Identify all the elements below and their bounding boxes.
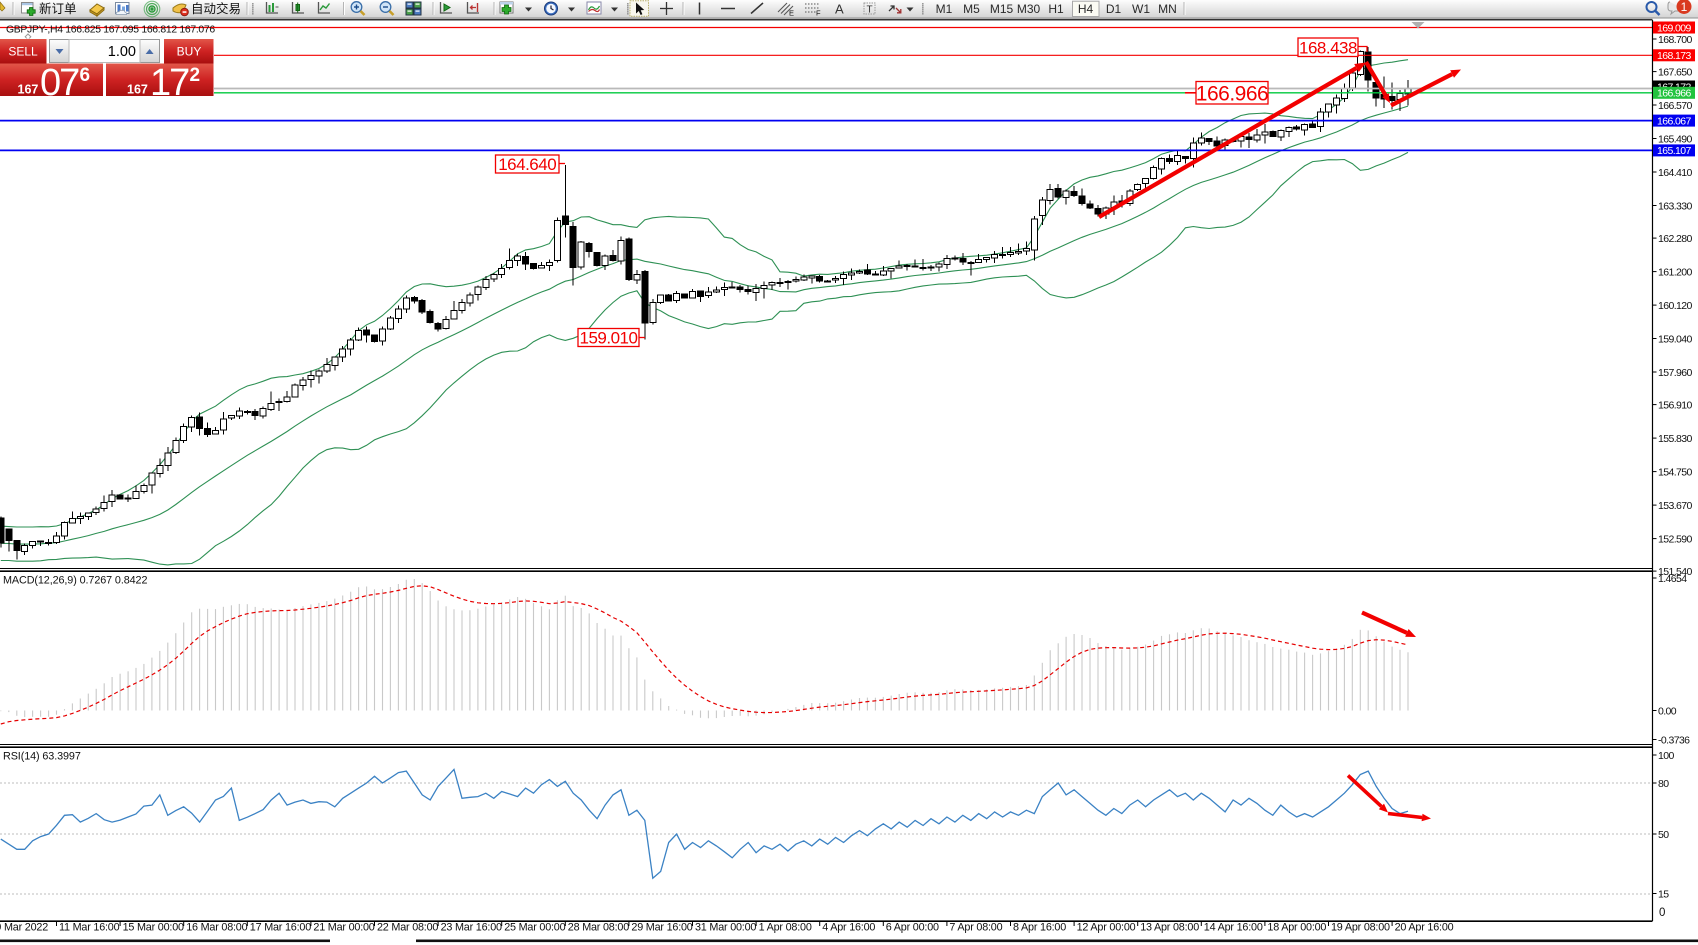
svg-text:80: 80: [1658, 778, 1669, 790]
svg-text:RSI(14) 63.3997: RSI(14) 63.3997: [3, 751, 81, 763]
svg-text:1.4654: 1.4654: [1658, 573, 1687, 585]
svg-text:166.570: 166.570: [1658, 100, 1693, 112]
svg-text:15: 15: [1658, 888, 1669, 900]
svg-text:15 Mar 00:00: 15 Mar 00:00: [123, 922, 184, 934]
svg-text:31 Mar 00:00: 31 Mar 00:00: [695, 922, 756, 934]
svg-text:7 Apr 08:00: 7 Apr 08:00: [949, 922, 1002, 934]
svg-text:50: 50: [1658, 829, 1669, 841]
svg-text:6: 6: [80, 65, 91, 86]
svg-text:-0.3736: -0.3736: [1658, 734, 1690, 746]
svg-text:SELL: SELL: [8, 45, 38, 59]
svg-text:M15: M15: [990, 2, 1014, 16]
svg-text:167: 167: [18, 83, 39, 97]
svg-text:14 Apr 16:00: 14 Apr 16:00: [1204, 922, 1263, 934]
svg-text:169.009: 169.009: [1657, 22, 1692, 34]
svg-text:11 Mar 16:00: 11 Mar 16:00: [59, 922, 120, 934]
svg-text:160.120: 160.120: [1658, 300, 1693, 312]
svg-text:168.173: 168.173: [1657, 50, 1692, 62]
svg-text:M30: M30: [1017, 2, 1041, 16]
svg-text:07: 07: [40, 62, 79, 104]
svg-text:168.700: 168.700: [1658, 34, 1693, 46]
svg-text:29 Mar 16:00: 29 Mar 16:00: [631, 922, 692, 934]
svg-text:164.410: 164.410: [1658, 167, 1693, 179]
svg-text:4 Apr 16:00: 4 Apr 16:00: [822, 922, 875, 934]
svg-text:M1: M1: [936, 2, 953, 16]
svg-text:164.640: 164.640: [498, 155, 556, 174]
svg-text:161.200: 161.200: [1658, 266, 1693, 278]
svg-text:166.067: 166.067: [1657, 115, 1692, 127]
svg-text:BUY: BUY: [177, 45, 202, 59]
svg-text:1.00: 1.00: [108, 44, 136, 60]
svg-text:25 Mar 00:00: 25 Mar 00:00: [504, 922, 565, 934]
svg-text:GBPJPY-,H4 166.825 167.095 16: GBPJPY-,H4 166.825 167.095 166.812 167.0…: [6, 25, 215, 36]
svg-text:H4: H4: [1078, 2, 1094, 16]
svg-text:E: E: [789, 9, 794, 18]
svg-text:0.00: 0.00: [1658, 705, 1677, 717]
svg-text:159.010: 159.010: [580, 329, 638, 348]
svg-text:12 Apr 00:00: 12 Apr 00:00: [1077, 922, 1136, 934]
svg-text:156.910: 156.910: [1658, 399, 1693, 411]
svg-text:157.960: 157.960: [1658, 367, 1693, 379]
svg-text:A: A: [835, 2, 844, 17]
svg-text:M5: M5: [963, 2, 980, 16]
svg-text:166.966: 166.966: [1196, 82, 1268, 105]
svg-text:19 Apr 08:00: 19 Apr 08:00: [1331, 922, 1390, 934]
svg-text:165.107: 165.107: [1657, 145, 1692, 157]
svg-text:155.830: 155.830: [1658, 433, 1693, 445]
svg-text:28 Mar 08:00: 28 Mar 08:00: [568, 922, 629, 934]
svg-text:100: 100: [1658, 750, 1674, 762]
svg-text:17: 17: [150, 62, 189, 104]
svg-text:167.650: 167.650: [1658, 66, 1693, 78]
svg-text:21 Mar 00:00: 21 Mar 00:00: [313, 922, 374, 934]
svg-text:152.590: 152.590: [1658, 533, 1693, 545]
svg-text:D1: D1: [1106, 2, 1122, 16]
svg-text:9 Mar 2022: 9 Mar 2022: [0, 922, 48, 934]
svg-text:1: 1: [1681, 0, 1688, 14]
svg-text:166.966: 166.966: [1657, 88, 1692, 100]
svg-text:153.670: 153.670: [1658, 500, 1693, 512]
svg-text:18 Apr 00:00: 18 Apr 00:00: [1267, 922, 1326, 934]
svg-text:17 Mar 16:00: 17 Mar 16:00: [250, 922, 311, 934]
svg-text:MACD(12,26,9) 0.7267 0.8422: MACD(12,26,9) 0.7267 0.8422: [3, 575, 147, 587]
svg-text:159.040: 159.040: [1658, 333, 1693, 345]
svg-text:16 Mar 08:00: 16 Mar 08:00: [186, 922, 247, 934]
svg-text:6 Apr 00:00: 6 Apr 00:00: [886, 922, 939, 934]
svg-text:22 Mar 08:00: 22 Mar 08:00: [377, 922, 438, 934]
svg-text:1 Apr 08:00: 1 Apr 08:00: [759, 922, 812, 934]
svg-text:163.330: 163.330: [1658, 200, 1693, 212]
svg-text:168.438: 168.438: [1299, 38, 1357, 57]
svg-text:151.540: 151.540: [1658, 566, 1693, 578]
svg-text:W1: W1: [1132, 2, 1150, 16]
svg-text:23 Mar 16:00: 23 Mar 16:00: [441, 922, 502, 934]
svg-text:新订单: 新订单: [39, 1, 77, 16]
svg-text:165.490: 165.490: [1658, 133, 1693, 145]
svg-text:13 Apr 08:00: 13 Apr 08:00: [1140, 922, 1199, 934]
svg-text:162.280: 162.280: [1658, 233, 1693, 245]
svg-text:0: 0: [1659, 907, 1665, 919]
svg-text:20 Apr 16:00: 20 Apr 16:00: [1395, 922, 1454, 934]
svg-text:2: 2: [190, 65, 201, 86]
svg-text:MN: MN: [1158, 2, 1177, 16]
svg-text:8 Apr 16:00: 8 Apr 16:00: [1013, 922, 1066, 934]
svg-text:167: 167: [127, 83, 148, 97]
svg-text:154.750: 154.750: [1658, 466, 1693, 478]
svg-text:H1: H1: [1048, 2, 1064, 16]
svg-text:F: F: [816, 9, 821, 18]
svg-text:自动交易: 自动交易: [191, 1, 241, 16]
svg-text:T: T: [867, 5, 873, 16]
